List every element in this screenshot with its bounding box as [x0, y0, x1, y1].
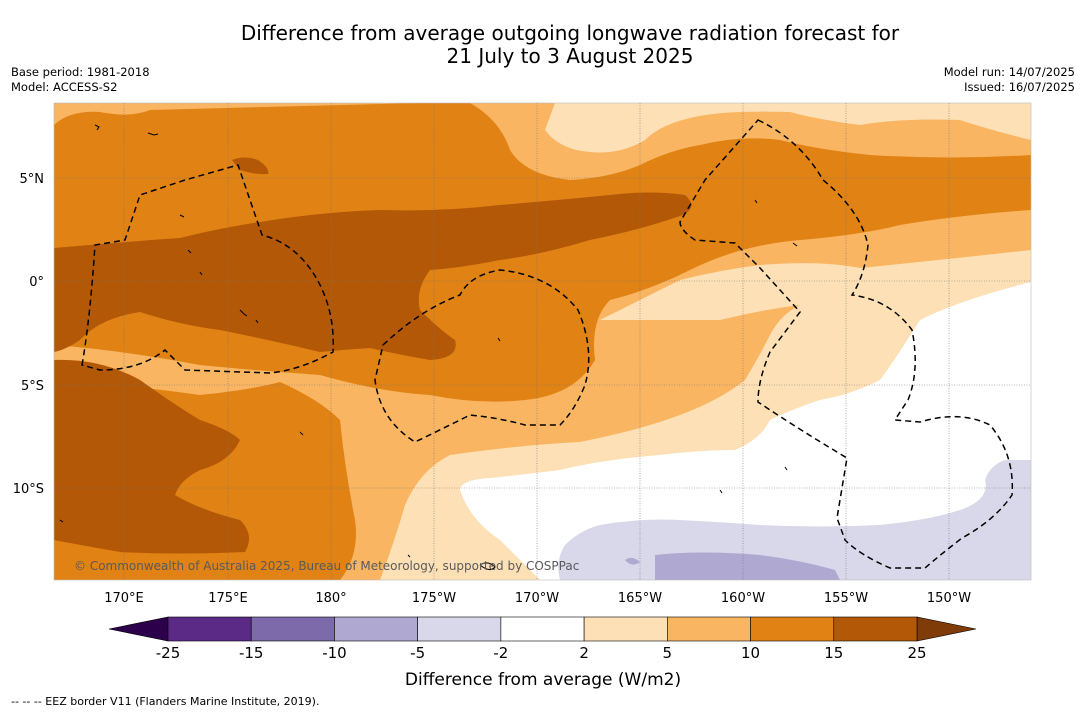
lon-tick: 155°W — [824, 591, 868, 606]
colorbar-label: -10 — [322, 644, 347, 662]
lon-tick: 175°E — [208, 591, 248, 606]
colorbar-label: 15 — [824, 644, 843, 662]
colorbar-segment — [334, 616, 418, 642]
lon-tick: 180° — [315, 591, 346, 606]
title-line-2: 21 July to 3 August 2025 — [446, 44, 694, 68]
anomaly-patch — [232, 157, 269, 175]
lon-tick: 170°E — [104, 591, 144, 606]
lat-tick: 0° — [29, 275, 44, 290]
colorbar-extend-low — [108, 616, 169, 642]
colorbar-extend-high — [916, 616, 977, 642]
anomaly-neutral — [460, 282, 1031, 580]
lat-tick: 5°N — [20, 172, 45, 187]
colorbar-labels: -25 -15 -10 -5 -2 2 5 10 15 25 — [156, 644, 927, 662]
colorbar-label: -15 — [239, 644, 264, 662]
colorbar-label: -25 — [156, 644, 181, 662]
anomaly-small-patch — [625, 557, 640, 565]
colorbar-segment — [500, 616, 585, 642]
issued-date: Issued: 16/07/2025 — [964, 80, 1075, 94]
anomaly-minus-5-to-minus-2 — [558, 460, 1031, 580]
anomaly-15-to-25-core — [54, 192, 692, 360]
colorbar-label: -5 — [410, 644, 425, 662]
model-run: Model run: 14/07/2025 — [943, 65, 1075, 79]
colorbar-label: 25 — [907, 644, 926, 662]
anomaly-15-to-25-southwest — [54, 359, 249, 554]
copyright-notice: © Commonwealth of Australia 2025, Bureau… — [74, 559, 579, 573]
anomaly-field: © Commonwealth of Australia 2025, Bureau… — [54, 103, 1031, 580]
lon-tick: 170°W — [515, 591, 559, 606]
anomaly-minus-10-to-minus-5 — [655, 552, 840, 580]
lon-tick: 165°W — [618, 591, 662, 606]
colorbar-segment — [417, 616, 502, 642]
anomaly-2-to-5-north — [545, 103, 1031, 153]
colorbar-segments — [167, 616, 918, 642]
lon-tick: 160°W — [721, 591, 765, 606]
colorbar-label: -2 — [493, 644, 508, 662]
colorbar-label: 10 — [741, 644, 760, 662]
lat-tick: 10°S — [13, 482, 44, 497]
colorbar-title: Difference from average (W/m2) — [405, 670, 681, 690]
lon-tick: 175°W — [412, 591, 456, 606]
islands — [59, 124, 798, 571]
colorbar-segment — [667, 616, 751, 642]
colorbar-segment — [167, 616, 252, 642]
longitude-axis: 170°E 175°E 180° 175°W 170°W 165°W 160°W… — [104, 591, 971, 606]
title-line-1: Difference from average outgoing longwav… — [240, 21, 900, 45]
latitude-axis: 5°N 0° 5°S 10°S — [13, 172, 44, 497]
model-name: Model: ACCESS-S2 — [11, 80, 118, 94]
map-frame — [53, 102, 1032, 581]
colorbar-label: 5 — [663, 644, 673, 662]
colorbar-segment — [833, 616, 918, 642]
base-period: Base period: 1981-2018 — [11, 65, 150, 79]
base-info: Base period: 1981-2018 Model: ACCESS-S2 — [11, 65, 150, 95]
colorbar-segment — [250, 616, 335, 642]
lat-tick: 5°S — [21, 379, 44, 394]
eez-legend-note: -- -- -- EEZ border V11 (Flanders Marine… — [11, 695, 320, 708]
colorbar-label: 2 — [579, 644, 589, 662]
chart-title: Difference from average outgoing longwav… — [0, 22, 1085, 68]
eez-borders — [81, 119, 1014, 569]
colorbar-segment — [583, 616, 668, 642]
colorbar: -25 -15 -10 -5 -2 2 5 10 15 25 Difference from av… — [108, 616, 977, 690]
run-info: Model run: 14/07/2025 Issued: 16/07/2025 — [944, 65, 1075, 95]
colorbar-segment — [750, 616, 835, 642]
lon-tick: 150°W — [927, 591, 971, 606]
